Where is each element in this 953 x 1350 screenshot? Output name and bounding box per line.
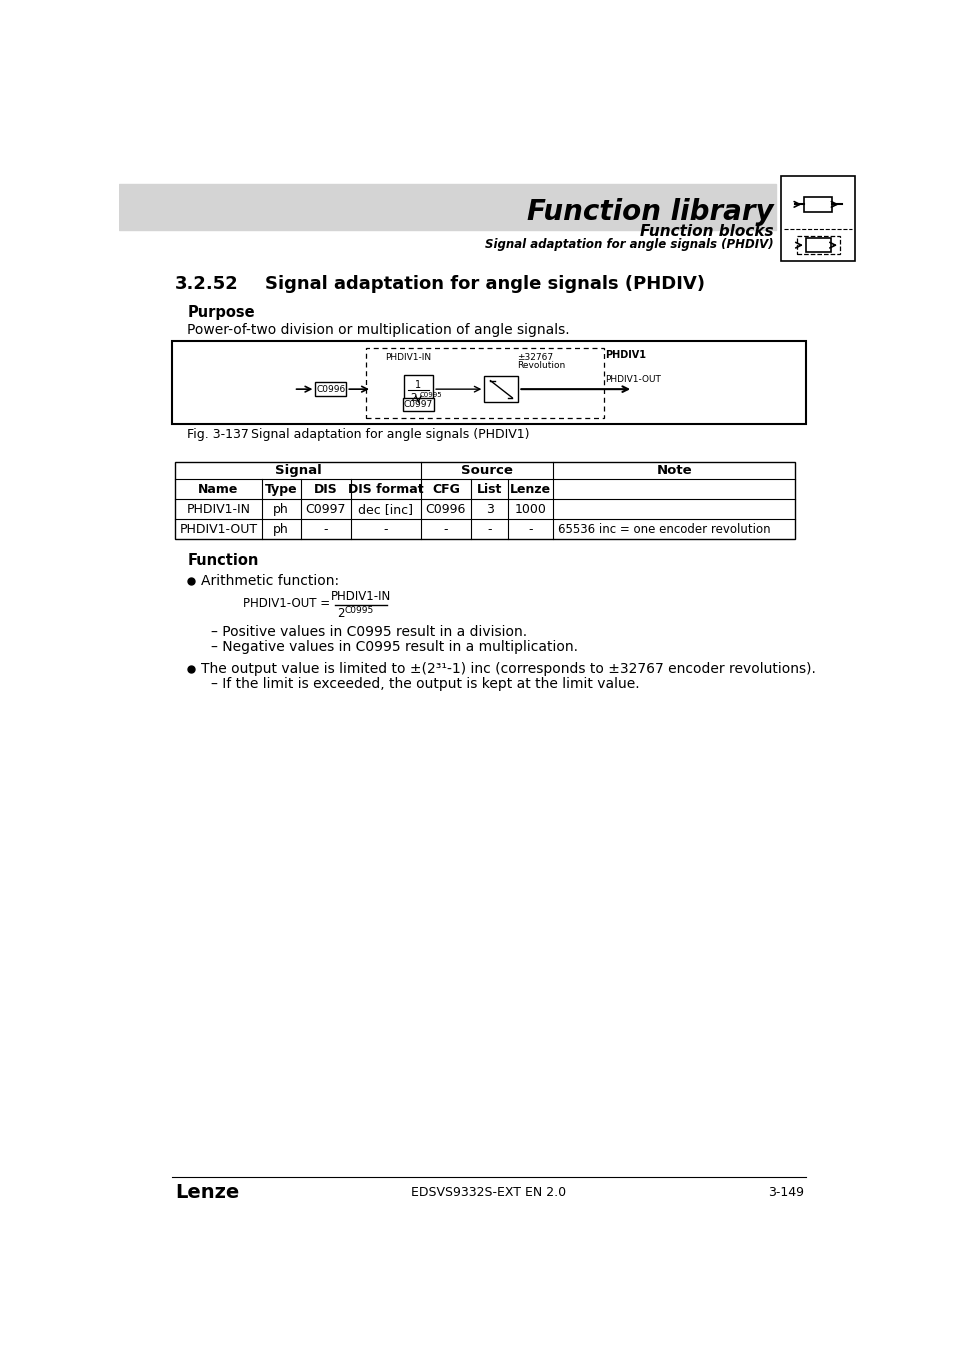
Text: 3.2.52: 3.2.52 bbox=[174, 274, 238, 293]
Text: C0995: C0995 bbox=[344, 606, 374, 614]
Text: ±32767: ±32767 bbox=[517, 354, 553, 362]
Text: Function blocks: Function blocks bbox=[639, 224, 773, 239]
Text: C0996: C0996 bbox=[425, 502, 466, 516]
Text: – Positive values in C0995 result in a division.: – Positive values in C0995 result in a d… bbox=[211, 625, 526, 639]
Text: Lenze: Lenze bbox=[174, 1183, 239, 1202]
Bar bbox=[174, 462, 794, 539]
Text: dec [inc]: dec [inc] bbox=[358, 502, 413, 516]
Text: Fig. 3-137: Fig. 3-137 bbox=[187, 428, 249, 441]
Text: PHDIV1: PHDIV1 bbox=[604, 350, 645, 359]
Text: PHDIV1-OUT =: PHDIV1-OUT = bbox=[243, 598, 330, 610]
Text: Revolution: Revolution bbox=[517, 360, 564, 370]
Bar bbox=[172, 340, 805, 424]
Bar bbox=[484, 377, 517, 402]
Text: -: - bbox=[323, 522, 328, 536]
Text: -: - bbox=[443, 522, 448, 536]
Text: Lenze: Lenze bbox=[510, 483, 551, 495]
Text: DIS: DIS bbox=[314, 483, 337, 495]
Text: 1: 1 bbox=[415, 379, 421, 390]
Text: Source: Source bbox=[460, 464, 513, 478]
Bar bbox=[365, 348, 603, 417]
Text: Function: Function bbox=[187, 554, 258, 568]
Text: DIS format: DIS format bbox=[348, 483, 423, 495]
Text: 3: 3 bbox=[485, 502, 493, 516]
Text: EDSVS9332S-EXT EN 2.0: EDSVS9332S-EXT EN 2.0 bbox=[411, 1185, 566, 1199]
Bar bbox=[119, 184, 776, 230]
Text: PHDIV1-IN: PHDIV1-IN bbox=[385, 354, 431, 362]
Text: C0997: C0997 bbox=[305, 502, 346, 516]
Text: – If the limit is exceeded, the output is kept at the limit value.: – If the limit is exceeded, the output i… bbox=[211, 678, 639, 691]
Bar bbox=[402, 398, 434, 412]
Text: PHDIV1-IN: PHDIV1-IN bbox=[331, 590, 391, 603]
Text: Name: Name bbox=[198, 483, 238, 495]
Text: C0995: C0995 bbox=[419, 392, 442, 397]
Bar bbox=[805, 238, 830, 252]
Text: The output value is limited to ±(2³¹-1) inc (corresponds to ±32767 encoder revol: The output value is limited to ±(2³¹-1) … bbox=[200, 662, 815, 675]
Text: 3-149: 3-149 bbox=[767, 1185, 803, 1199]
Text: Signal: Signal bbox=[274, 464, 321, 478]
Text: Type: Type bbox=[265, 483, 297, 495]
Text: -: - bbox=[487, 522, 492, 536]
Text: Function library: Function library bbox=[527, 198, 773, 225]
Text: Arithmetic function:: Arithmetic function: bbox=[200, 574, 338, 587]
Text: C0997: C0997 bbox=[403, 400, 433, 409]
Text: Signal adaptation for angle signals (PHDIV): Signal adaptation for angle signals (PHD… bbox=[265, 274, 704, 293]
Bar bbox=[803, 197, 831, 212]
Text: Signal adaptation for angle signals (PHDIV): Signal adaptation for angle signals (PHD… bbox=[485, 238, 773, 251]
Bar bbox=[781, 176, 855, 261]
Text: List: List bbox=[476, 483, 502, 495]
Text: PHDIV1-OUT: PHDIV1-OUT bbox=[179, 522, 257, 536]
Text: 2: 2 bbox=[336, 606, 344, 620]
Text: PHDIV1-IN: PHDIV1-IN bbox=[186, 502, 251, 516]
Text: 65536 inc = one encoder revolution: 65536 inc = one encoder revolution bbox=[558, 522, 770, 536]
Text: CFG: CFG bbox=[432, 483, 459, 495]
Bar bbox=[796, 236, 840, 254]
Text: Note: Note bbox=[656, 464, 691, 478]
Bar bbox=[315, 382, 346, 396]
Text: 2: 2 bbox=[410, 393, 416, 402]
Text: -: - bbox=[383, 522, 388, 536]
Text: – Negative values in C0995 result in a multiplication.: – Negative values in C0995 result in a m… bbox=[211, 640, 578, 655]
Text: 1000: 1000 bbox=[515, 502, 546, 516]
Bar bbox=[403, 375, 433, 404]
Text: -: - bbox=[528, 522, 533, 536]
Text: Purpose: Purpose bbox=[187, 305, 254, 320]
Text: ph: ph bbox=[274, 502, 289, 516]
Text: ph: ph bbox=[274, 522, 289, 536]
Text: Signal adaptation for angle signals (PHDIV1): Signal adaptation for angle signals (PHD… bbox=[251, 428, 529, 441]
Text: Power-of-two division or multiplication of angle signals.: Power-of-two division or multiplication … bbox=[187, 323, 570, 338]
Text: PHDIV1-OUT: PHDIV1-OUT bbox=[604, 375, 660, 385]
Text: C0996: C0996 bbox=[315, 385, 345, 394]
